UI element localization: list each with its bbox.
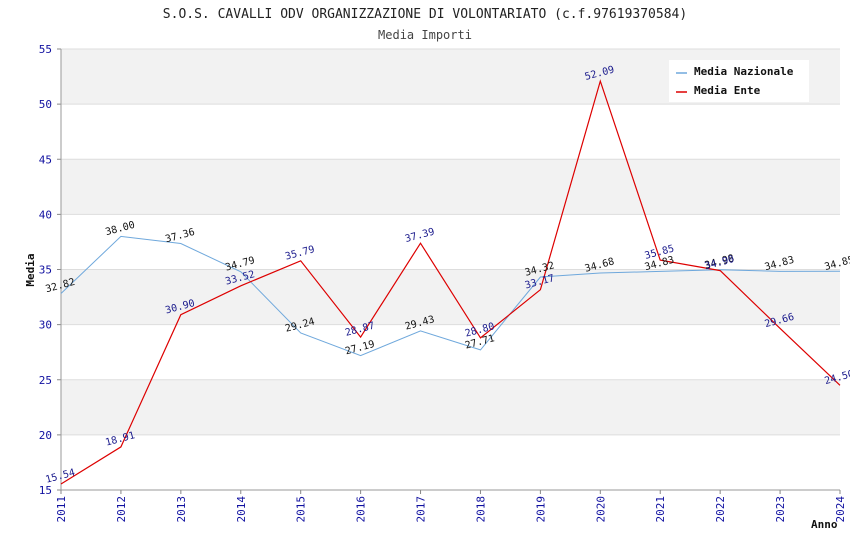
chart-title: S.O.S. CAVALLI ODV ORGANIZZAZIONE DI VOL… (163, 7, 687, 22)
legend: Media Nazionale Media Ente (669, 60, 809, 102)
y-axis-label: Media (24, 253, 37, 286)
data-point-nazionale (419, 329, 422, 332)
series-lines (60, 79, 842, 486)
data-point-ente (119, 445, 122, 448)
data-point-ente (839, 384, 842, 387)
chart-subtitle: Media Importi (378, 28, 472, 42)
y-tick-label: 50 (39, 98, 52, 111)
data-point-nazionale (659, 270, 662, 273)
x-tick-label: 2023 (774, 496, 787, 523)
data-point-nazionale (479, 348, 482, 351)
series-line-nazionale (60, 235, 841, 357)
data-point-ente (719, 269, 722, 272)
x-tick-labels: 2011 2012 2013 2014 2015 2016 2017 2018 2019 2020… (55, 496, 847, 523)
data-point-ente (419, 242, 422, 245)
x-tick-label: 2014 (235, 496, 248, 523)
data-point-ente (239, 284, 242, 287)
x-tick-label: 2022 (714, 496, 727, 523)
x-tick-label: 2011 (55, 496, 68, 523)
data-point-ente (60, 483, 63, 486)
x-axis-label: Anno (811, 518, 838, 531)
y-tick-label: 35 (39, 264, 52, 277)
data-point-nazionale (599, 272, 602, 275)
x-tick-label: 2015 (295, 496, 308, 523)
data-point-ente (299, 259, 302, 262)
x-tick-label: 2021 (654, 496, 667, 523)
x-tick-label: 2019 (534, 496, 547, 523)
x-tick-label: 2012 (115, 496, 128, 523)
data-point-nazionale (119, 235, 122, 238)
grid-band (61, 159, 840, 215)
grid-band (61, 379, 840, 435)
data-point-ente (179, 313, 182, 316)
y-tick-label: 45 (39, 153, 52, 166)
grid-band (61, 104, 840, 160)
data-point-ente (599, 80, 602, 83)
x-tick-label: 2016 (355, 496, 368, 523)
legend-label-nazionale: Media Nazionale (694, 65, 794, 78)
y-tick-label: 30 (39, 319, 52, 332)
x-tick-label: 2013 (175, 496, 188, 523)
grid-band (61, 434, 840, 490)
y-tick-label: 55 (39, 43, 52, 56)
x-tick-label: 2020 (594, 496, 607, 523)
y-tick-labels: 15 20 25 30 35 40 45 50 55 (39, 43, 52, 497)
axes (60, 49, 841, 494)
data-point-ente (779, 327, 782, 330)
legend-box (669, 60, 809, 102)
data-point-nazionale (179, 242, 182, 245)
x-tick-label: 2017 (415, 496, 428, 523)
grid-bands (61, 49, 840, 490)
y-tick-label: 20 (39, 429, 52, 442)
data-point-nazionale (299, 332, 302, 335)
data-point-ente (539, 288, 542, 291)
data-point-nazionale (839, 270, 842, 273)
grid-band (61, 269, 840, 325)
data-point-ente (359, 336, 362, 339)
data-point-nazionale (779, 270, 782, 273)
series-line-ente (60, 79, 841, 485)
grid-band (61, 324, 840, 380)
data-point-nazionale (60, 292, 63, 295)
y-tick-label: 25 (39, 374, 52, 387)
data-point-nazionale (359, 354, 362, 357)
x-tick-label: 2018 (474, 496, 487, 523)
legend-label-ente: Media Ente (694, 84, 761, 97)
x-tick-label: 2024 (834, 496, 847, 523)
y-tick-label: 15 (39, 484, 52, 497)
grid-band (61, 214, 840, 270)
y-tick-label: 40 (39, 208, 52, 221)
